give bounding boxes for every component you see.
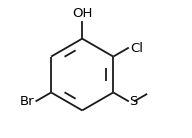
Text: Cl: Cl bbox=[130, 42, 143, 55]
Text: Br: Br bbox=[20, 95, 35, 108]
Text: S: S bbox=[129, 95, 138, 108]
Text: OH: OH bbox=[72, 7, 92, 20]
